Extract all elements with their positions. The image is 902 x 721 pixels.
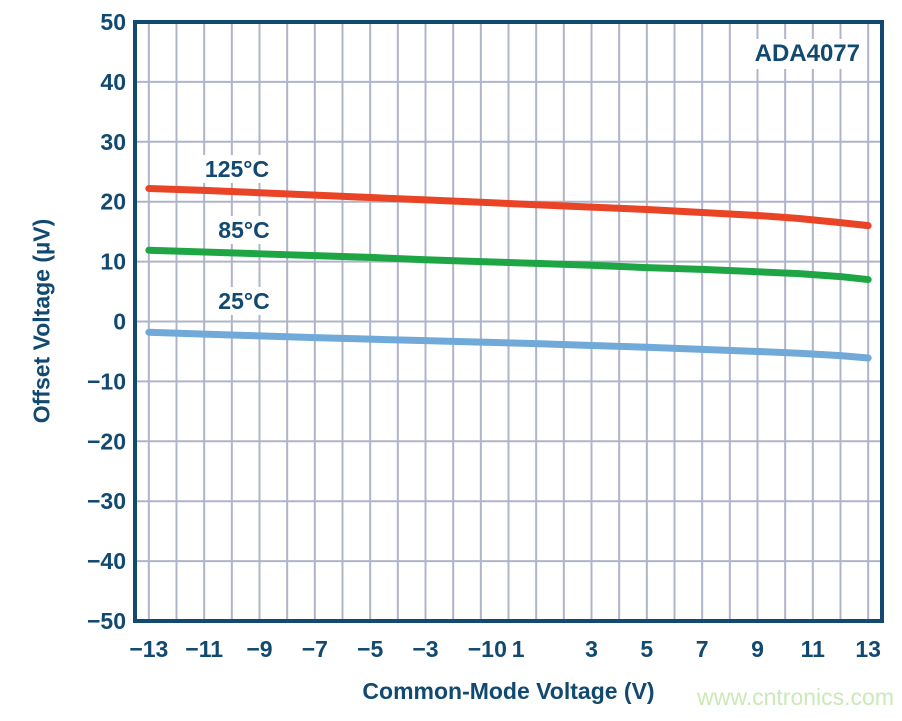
series-line-25c xyxy=(145,328,872,362)
y-tick-label: −20 xyxy=(87,428,126,454)
x-tick-label: −11 xyxy=(185,636,223,662)
y-tick-label: 20 xyxy=(100,189,126,215)
x-tick-label: 11 xyxy=(801,636,826,662)
y-tick-label: −40 xyxy=(87,548,126,574)
part-number-badge: ADA4077 xyxy=(748,39,866,69)
series-label-25c: 25°C xyxy=(207,287,281,315)
series-line-125c xyxy=(145,185,872,230)
y-tick-label: −50 xyxy=(87,608,126,634)
y-tick-label: −10 xyxy=(87,368,126,394)
watermark-text: www.cntronics.com xyxy=(697,684,894,710)
x-tick-label: 9 xyxy=(751,636,764,662)
x-axis-title: Common-Mode Voltage (V) xyxy=(362,678,655,704)
series-label-85c: 85°C xyxy=(207,216,281,244)
y-tick-label: 40 xyxy=(100,69,126,95)
x-tick-label: 13 xyxy=(855,636,881,662)
series-label-125c: 125°C xyxy=(193,155,281,183)
x-tick-label: 7 xyxy=(696,636,709,662)
y-tick-label: 10 xyxy=(100,249,126,275)
y-tick-label: 50 xyxy=(100,9,126,35)
x-tick-label: 1 xyxy=(512,636,525,662)
x-tick-label: −9 xyxy=(246,636,272,662)
x-tick-label: 3 xyxy=(585,636,598,662)
y-tick-label: −30 xyxy=(87,488,126,514)
x-tick-label: −5 xyxy=(357,636,383,662)
series-line-85c xyxy=(145,246,872,284)
plot-border xyxy=(133,20,884,623)
x-tick-label: 5 xyxy=(640,636,653,662)
y-axis-title: Offset Voltage (µV) xyxy=(28,218,55,424)
x-tick-label: −1 xyxy=(468,636,494,662)
x-tick-label: −3 xyxy=(412,636,438,662)
x-tick-label: −13 xyxy=(129,636,168,662)
x-tick-label: 0 xyxy=(494,636,507,662)
y-tick-label: 30 xyxy=(100,129,126,155)
y-tick-label: 0 xyxy=(113,309,126,335)
x-tick-label: −7 xyxy=(302,636,328,662)
